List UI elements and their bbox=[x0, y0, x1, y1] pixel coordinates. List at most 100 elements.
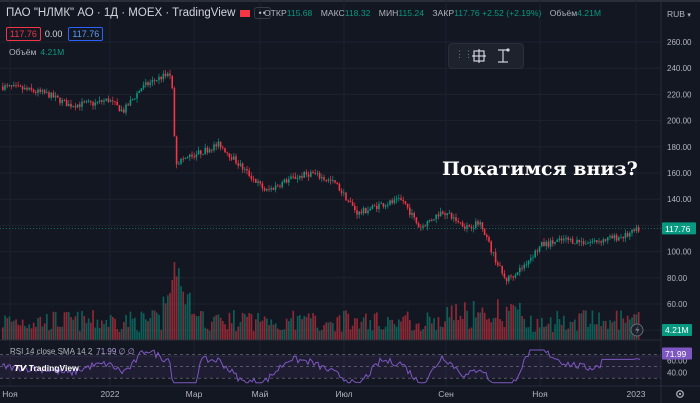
currency-selector[interactable]: RUB ▾ bbox=[667, 9, 691, 19]
candle bbox=[400, 194, 402, 201]
volume-bar bbox=[538, 327, 541, 340]
volume-bar bbox=[215, 315, 218, 340]
volume-bar bbox=[417, 323, 420, 340]
time-axis[interactable]: Ноя 2022 Мар Май Июл Сен Ноя 2023 bbox=[2, 389, 645, 399]
volume-bar bbox=[57, 326, 59, 340]
candle bbox=[244, 167, 246, 174]
candle bbox=[527, 259, 530, 268]
volume-bar bbox=[435, 330, 438, 340]
volume-bar bbox=[241, 312, 244, 340]
volume-bar bbox=[138, 331, 141, 340]
settings-icon[interactable] bbox=[676, 390, 684, 398]
candle bbox=[600, 240, 602, 246]
volume-bar bbox=[8, 316, 11, 340]
volume-bar bbox=[101, 320, 103, 340]
volume-bar bbox=[455, 304, 457, 340]
candle bbox=[98, 96, 101, 104]
candle bbox=[563, 235, 565, 244]
price-tick-label: 80.00 bbox=[667, 274, 688, 283]
volume-bar bbox=[136, 330, 138, 340]
candle bbox=[382, 202, 385, 209]
more-options-icon[interactable]: •• bbox=[254, 7, 271, 20]
volume-bar bbox=[567, 328, 570, 340]
candle bbox=[178, 161, 180, 165]
volume-bar bbox=[609, 320, 611, 340]
volume-bar bbox=[433, 318, 435, 340]
volume-bar bbox=[519, 302, 521, 340]
lightning-icon[interactable] bbox=[630, 323, 644, 337]
volume-bar bbox=[409, 319, 411, 340]
drawing-toolbar[interactable]: ⋮⋮ bbox=[448, 43, 524, 69]
chart-annotation[interactable]: Покатимся вниз? bbox=[442, 158, 638, 180]
volume-bar bbox=[248, 312, 251, 340]
candle bbox=[65, 98, 68, 107]
drag-handle-icon[interactable]: ⋮⋮ bbox=[455, 49, 473, 59]
candle bbox=[424, 224, 426, 227]
price-candles bbox=[2, 69, 640, 286]
candle bbox=[587, 240, 589, 244]
measure-icon[interactable] bbox=[495, 48, 511, 64]
volume-bar bbox=[503, 327, 506, 340]
volume-bar bbox=[391, 319, 394, 340]
volume-bar bbox=[290, 318, 292, 340]
volume-bar bbox=[87, 318, 90, 340]
candle bbox=[235, 153, 237, 165]
candle bbox=[26, 85, 28, 92]
volume-bar bbox=[611, 322, 614, 340]
candle bbox=[285, 177, 288, 184]
volume-bar bbox=[547, 323, 550, 340]
candle bbox=[50, 91, 52, 101]
symbol-header: ПАО "НЛМК" АО · 1Д · MOEX · TradingView •… bbox=[6, 7, 277, 23]
volume-bar bbox=[6, 318, 9, 340]
ohlc-open-value: 115.68 bbox=[286, 8, 313, 18]
candle bbox=[61, 97, 63, 107]
candle bbox=[554, 241, 556, 246]
volume-bar bbox=[329, 321, 332, 340]
buy-button[interactable]: 117.76 bbox=[68, 27, 104, 41]
volume-bar bbox=[534, 331, 537, 340]
volume-bar bbox=[343, 311, 345, 340]
last-price-label: 117.76 bbox=[665, 224, 691, 234]
candle bbox=[354, 202, 356, 213]
candle bbox=[629, 231, 631, 240]
candle bbox=[138, 89, 140, 94]
candle bbox=[241, 162, 244, 174]
volume-bar bbox=[446, 307, 449, 340]
candle bbox=[318, 170, 321, 181]
candle bbox=[48, 90, 50, 99]
rsi-legend-value: 71.99 ∅ ∅ bbox=[96, 347, 135, 356]
candle bbox=[307, 171, 310, 181]
volume-bar bbox=[61, 326, 64, 340]
tradingview-logo[interactable]: 𝙏𝙑 TradingView bbox=[14, 363, 79, 374]
volume-bar bbox=[569, 321, 572, 340]
volume-bar bbox=[402, 316, 405, 340]
candle bbox=[343, 188, 345, 197]
symbol-title[interactable]: ПАО "НЛМК" АО · 1Д · MOEX · TradingView bbox=[6, 7, 236, 19]
volume-bar bbox=[237, 326, 240, 340]
sell-button[interactable]: 117.76 bbox=[6, 27, 41, 41]
frame-icon[interactable] bbox=[471, 48, 487, 64]
candle bbox=[490, 240, 492, 256]
candle bbox=[501, 265, 503, 276]
volume-bar bbox=[274, 323, 277, 340]
candle bbox=[596, 240, 598, 245]
candle bbox=[246, 165, 248, 175]
volume-bar bbox=[376, 312, 378, 340]
candle bbox=[81, 98, 83, 111]
candle bbox=[116, 98, 118, 106]
candle bbox=[180, 158, 182, 166]
volume-bar bbox=[358, 328, 361, 340]
volume-bar bbox=[615, 310, 618, 340]
candle bbox=[442, 210, 444, 215]
volume-bar bbox=[574, 319, 576, 340]
volume-bar bbox=[178, 268, 180, 340]
candle bbox=[74, 102, 77, 111]
volume-bar bbox=[336, 317, 339, 340]
volume-bar bbox=[470, 327, 473, 340]
volume-bar bbox=[305, 317, 308, 340]
candle bbox=[2, 82, 4, 92]
flag-icon[interactable] bbox=[240, 9, 251, 17]
candle bbox=[503, 269, 506, 280]
candle bbox=[358, 210, 360, 219]
